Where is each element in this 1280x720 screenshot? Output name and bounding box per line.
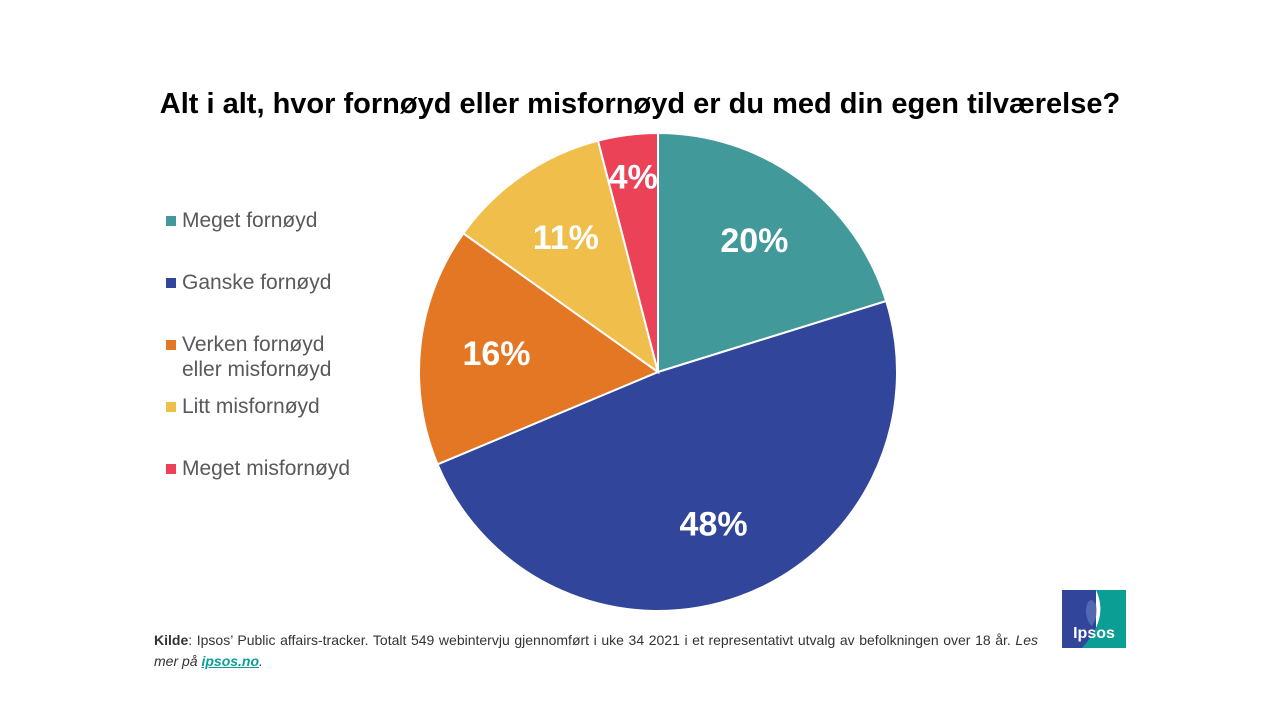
legend-swatch-3 [166, 402, 176, 412]
legend-swatch-0 [166, 216, 176, 226]
pie-slice-4 [596, 131, 659, 373]
slice-label-0: 20% [720, 222, 788, 260]
ipsos-link[interactable]: ipsos.no [201, 653, 260, 669]
ipsos-logo-text: Ipsos [1073, 625, 1115, 642]
slice-label-2: 16% [462, 335, 530, 373]
legend-item-2: Verken fornøyd eller misfornøyd [166, 332, 331, 382]
source-label: Kilde [154, 632, 189, 648]
pie-slice-1 [436, 299, 898, 613]
legend-swatch-1 [166, 278, 176, 288]
slice-label-4: 4% [609, 159, 658, 197]
legend-label-1: Ganske fornøyd [182, 271, 332, 294]
chart-title: Alt i alt, hvor fornøyd eller misfornøyd… [159, 88, 1121, 120]
legend-item-4: Meget misfornøyd [166, 456, 350, 481]
source-end: . [259, 653, 263, 669]
legend-item-0: Meget fornøyd [166, 208, 317, 233]
slice-label-1: 48% [680, 506, 748, 544]
source-note: Kilde: Ipsos’ Public affairs-tracker. To… [154, 630, 1038, 672]
legend-label-3: Litt misfornøyd [182, 395, 320, 418]
pie-slice-2 [418, 231, 661, 466]
ipsos-logo-icon: Ipsos [1062, 590, 1126, 648]
legend-label-2: Verken fornøyd eller misfornøyd [182, 333, 332, 381]
legend-item-3: Litt misfornøyd [166, 394, 320, 419]
legend-swatch-4 [166, 464, 176, 474]
pie-slice-3 [461, 139, 660, 375]
legend-item-1: Ganske fornøyd [166, 270, 331, 295]
legend-swatch-2 [166, 340, 176, 350]
legend-label-0: Meget fornøyd [182, 209, 318, 232]
legend-label-4: Meget misfornøyd [182, 457, 351, 480]
ipsos-logo: Ipsos [1062, 590, 1126, 648]
slice-label-3: 11% [533, 219, 599, 257]
source-more-text: Les mer på [154, 632, 1038, 669]
source-text: : Ipsos’ Public affairs-tracker. Totalt … [188, 632, 1016, 648]
pie-slice-0 [657, 131, 888, 374]
